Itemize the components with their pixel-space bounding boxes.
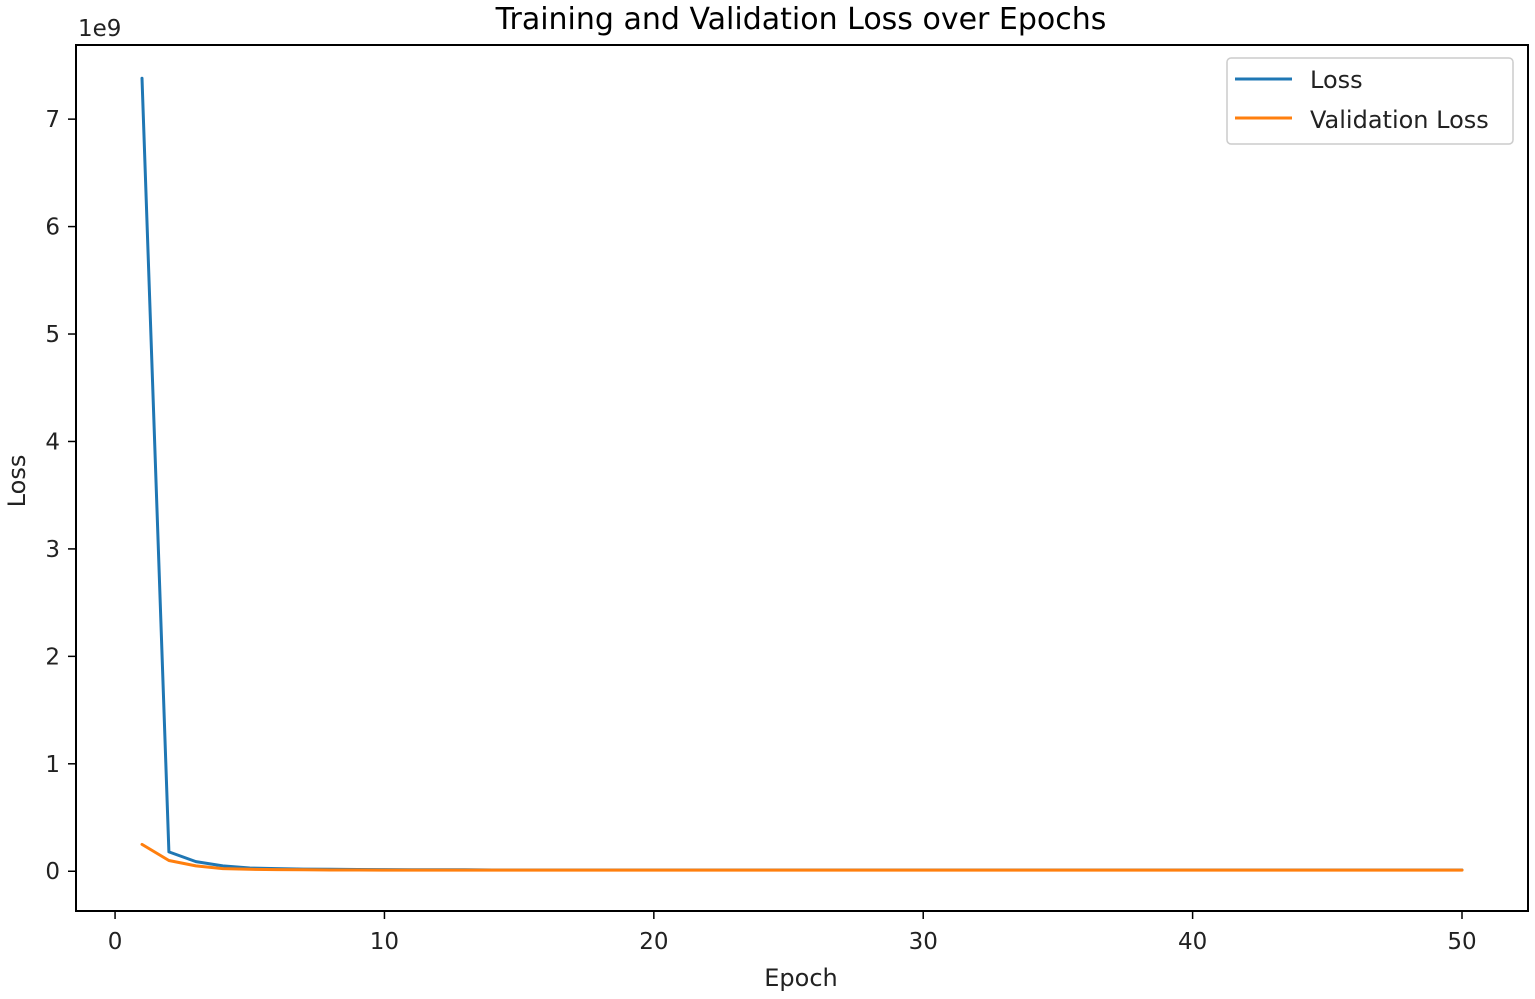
x-tick-label: 50 <box>1447 929 1476 955</box>
x-tick-label: 10 <box>370 929 399 955</box>
series-lines <box>140 76 1464 872</box>
y-axis-label: Loss <box>3 455 31 508</box>
legend-label-validation-loss: Validation Loss <box>1310 106 1489 134</box>
legend-label-loss: Loss <box>1310 66 1363 94</box>
y-tick-label: 5 <box>45 322 60 348</box>
y-tick-label: 4 <box>45 429 60 455</box>
y-axis-offset-label: 1e9 <box>78 16 121 42</box>
x-tick-label: 20 <box>639 929 668 955</box>
y-tick-label: 1 <box>45 752 60 778</box>
x-tick-label: 30 <box>909 929 938 955</box>
x-axis-label: Epoch <box>764 964 838 992</box>
x-tick-label: 0 <box>108 929 123 955</box>
y-tick-label: 2 <box>45 644 60 670</box>
series-line-validation-loss <box>140 842 1464 872</box>
y-tick-label: 7 <box>45 107 60 133</box>
x-axis-ticks: 0 10 20 30 40 50 <box>108 911 1477 955</box>
y-tick-label: 0 <box>45 859 60 885</box>
x-tick-label: 40 <box>1178 929 1207 955</box>
legend-box <box>1226 57 1514 145</box>
y-tick-label: 3 <box>45 537 60 563</box>
chart-title: Training and Validation Loss over Epochs <box>495 2 1107 37</box>
y-tick-label: 6 <box>45 215 60 241</box>
legend: Loss Validation Loss <box>1226 57 1514 145</box>
plot-area <box>75 44 1529 912</box>
y-axis-ticks: 0 1 2 3 4 5 6 7 <box>45 107 76 885</box>
